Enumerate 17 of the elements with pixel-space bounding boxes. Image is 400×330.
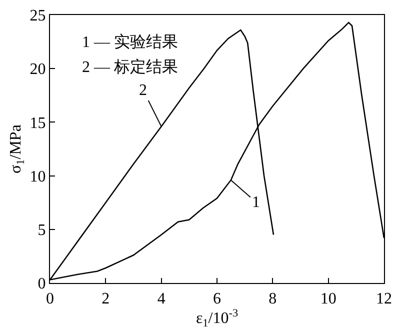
y-tick-label: 25 — [30, 8, 46, 25]
y-tick-label: 15 — [30, 114, 46, 132]
annotation: 2 — [139, 82, 147, 99]
x-tick-label: 8 — [268, 290, 277, 308]
x-tick-label: 2 — [102, 290, 110, 308]
annotation: 2 — 标定结果 — [82, 58, 178, 76]
x-tick-label: 10 — [320, 290, 336, 308]
x-tick-label: 6 — [213, 290, 221, 308]
x-axis-title: ε$_{1}$/10$^{-3}$ — [196, 307, 238, 330]
y-tick-label: 20 — [30, 61, 46, 78]
annotation: 1 — 实验结果 — [82, 33, 178, 51]
annotation: 1 — [252, 194, 260, 211]
y-tick-label: 0 — [38, 276, 46, 293]
y-tick-label: 5 — [38, 222, 46, 239]
x-tick-label: 4 — [157, 290, 166, 308]
x-tick-label: 12 — [376, 290, 392, 308]
y-tick-label: 10 — [30, 168, 46, 186]
